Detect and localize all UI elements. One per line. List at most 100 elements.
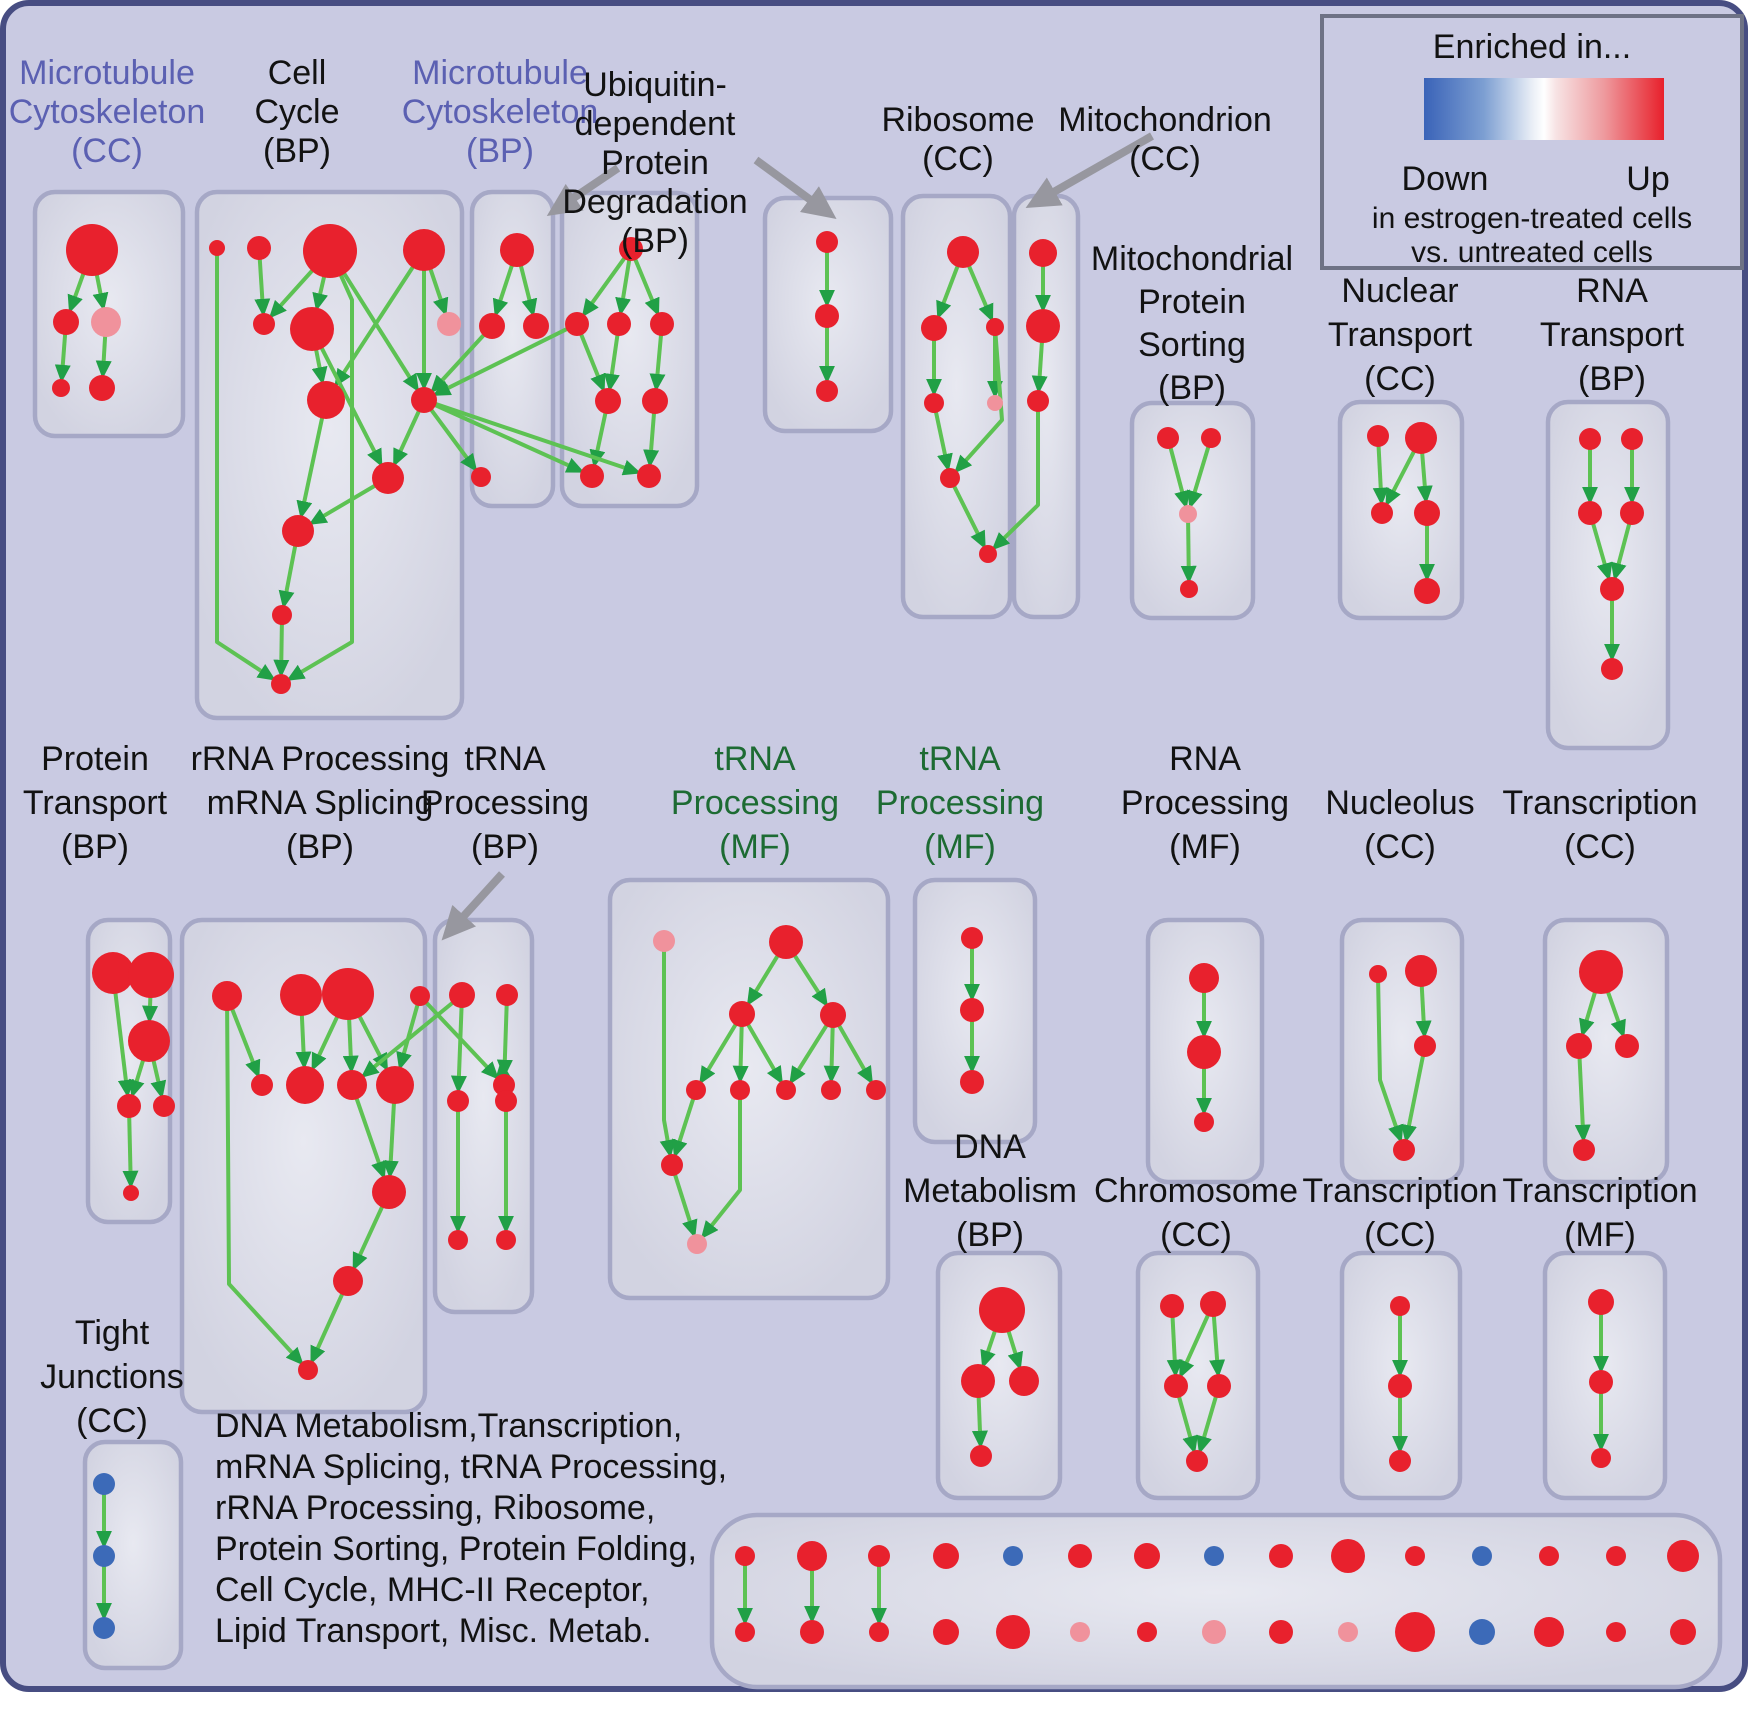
ubiquitin_a-node-5 — [642, 388, 668, 414]
edge-arrow — [433, 401, 642, 476]
chromosome-label: Chromosome (CC) — [1094, 1172, 1298, 1254]
edge-arrow — [649, 333, 666, 392]
mito-node-2 — [1027, 390, 1049, 412]
trna_mf1-node-5 — [730, 1080, 750, 1100]
trna_mf2-node-0 — [961, 927, 983, 949]
rna_transport-node-3 — [1620, 501, 1644, 525]
edge-arrow — [836, 1023, 873, 1085]
trna_mf1-node-8 — [866, 1080, 886, 1100]
nucleolus-box — [1339, 917, 1465, 1185]
transcription_mf-node-2 — [1591, 1448, 1611, 1468]
edge-arrow — [1031, 340, 1048, 394]
edge-arrow — [311, 348, 328, 386]
rrna-node-3 — [410, 986, 430, 1006]
edge-arrow — [433, 402, 585, 473]
edge-arrow — [1590, 522, 1613, 582]
edge-arrow — [991, 410, 1040, 551]
misc-node-25 — [1395, 1612, 1435, 1652]
edge-arrow — [745, 1022, 783, 1085]
rna_transport-node-4 — [1600, 577, 1624, 601]
edge-arrow — [432, 326, 569, 396]
rna_proc_mf-node-2 — [1194, 1112, 1214, 1132]
mt_cc-node-2 — [91, 307, 121, 337]
rna_transport-box — [1545, 399, 1671, 751]
trna_bp-node-5 — [448, 1230, 468, 1250]
trna_mf1-node-9 — [661, 1154, 683, 1176]
misc-node-29 — [1670, 1619, 1696, 1645]
misc-node-20 — [1070, 1622, 1090, 1642]
misc-node-9 — [1331, 1539, 1365, 1573]
trna_bp-node-3 — [447, 1090, 469, 1112]
rna_transport-node-5 — [1601, 658, 1623, 680]
edge-arrow — [1385, 449, 1417, 507]
transcription_cc1-node-1 — [1566, 1033, 1592, 1059]
edge-arrow — [603, 333, 620, 392]
edge-arrow — [215, 254, 276, 681]
mito-label: Mitochondrion (CC) — [1058, 101, 1272, 178]
misc-node-8 — [1269, 1544, 1293, 1568]
mt_bp-node-2 — [523, 313, 549, 339]
ubiquitin_a-node-4 — [595, 388, 621, 414]
chromosome-node-3 — [1207, 1374, 1231, 1398]
trna_mf1-node-2 — [729, 1001, 755, 1027]
edge-arrow — [823, 1025, 840, 1084]
edge-arrow — [273, 622, 290, 678]
misc-node-21 — [1137, 1622, 1157, 1642]
edge-arrow — [1209, 1314, 1226, 1378]
misc-node-7 — [1204, 1546, 1224, 1566]
tight_junctions-label: Tight Junctions (CC) — [40, 1314, 184, 1440]
transcription_cc1-box — [1542, 917, 1670, 1185]
ribosome-node-1 — [921, 315, 947, 341]
rrna-node-6 — [337, 1070, 367, 1100]
misc-categories-text: DNA Metabolism,Transcription,mRNA Splici… — [215, 1407, 727, 1650]
trna_bp-node-1 — [496, 984, 518, 1006]
edge-arrow — [492, 263, 515, 318]
edge-arrow — [428, 407, 478, 473]
mt_cc-node-1 — [53, 309, 79, 335]
edge-arrow — [254, 257, 271, 317]
edge-arrow — [393, 409, 422, 467]
trna_bp-node-0 — [449, 982, 475, 1008]
protein_transport-node-2 — [128, 1020, 170, 1062]
misc-categories-line-4: Protein Sorting, Protein Folding, — [215, 1530, 697, 1568]
edge-arrow — [1415, 984, 1432, 1039]
edge-arrow — [980, 1329, 998, 1369]
mt_cc-node-0 — [66, 224, 118, 276]
ribosome-node-0 — [947, 236, 979, 268]
edge-arrow — [296, 416, 325, 520]
trna_mf1-label: tRNA Processing (MF) — [671, 740, 839, 866]
mt_bp-node-3 — [471, 467, 491, 487]
ubiquitin_a-node-1 — [565, 312, 589, 336]
ribosome-node-5 — [940, 468, 960, 488]
mt_bp-node-1 — [479, 313, 505, 339]
edge-arrow — [1579, 990, 1598, 1038]
edge-arrow — [1416, 451, 1433, 504]
edge-arrow — [129, 1058, 146, 1099]
edge-arrow — [643, 411, 660, 468]
edge-arrow — [1376, 980, 1404, 1144]
edge-arrow — [578, 332, 606, 393]
edge-arrow — [699, 1022, 739, 1085]
trna_mf1-node-7 — [821, 1080, 841, 1100]
cell_cycle-node-8 — [372, 462, 404, 494]
misc-node-0 — [735, 1546, 755, 1566]
edge-arrow — [295, 1013, 312, 1070]
rna_transport-node-2 — [1578, 501, 1602, 525]
transcription_cc2-node-1 — [1388, 1374, 1412, 1398]
cell_cycle-node-6 — [307, 381, 345, 419]
tight_junctions-node-0 — [93, 1473, 115, 1495]
transcription_cc2-label: Transcription (CC) — [1302, 1172, 1497, 1254]
misc-node-12 — [1539, 1546, 1559, 1566]
misc-categories-line-6: Lipid Transport, Misc. Metab. — [215, 1612, 652, 1650]
misc-node-3 — [933, 1543, 959, 1569]
misc-box — [709, 1512, 1723, 1690]
misc-node-17 — [869, 1622, 889, 1642]
cell_cycle-node-3 — [403, 229, 445, 271]
edge-arrow — [360, 1000, 455, 1078]
ribosome-node-6 — [979, 545, 997, 563]
misc-node-19 — [996, 1615, 1030, 1649]
edge-arrow — [396, 1003, 420, 1071]
rrna-node-8 — [372, 1175, 406, 1209]
